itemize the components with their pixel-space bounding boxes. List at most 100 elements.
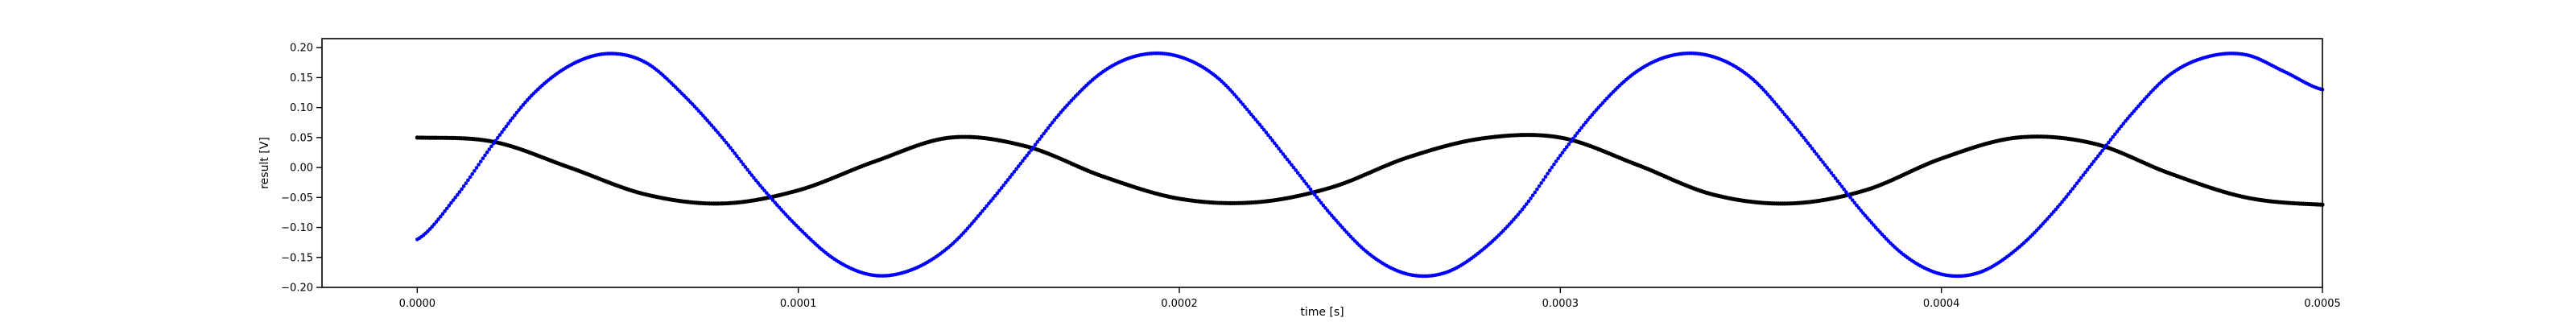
data-point (2081, 173, 2086, 177)
data-point (2108, 138, 2113, 142)
data-point (1839, 184, 1844, 189)
data-point (1021, 159, 1025, 163)
data-point (1001, 183, 1006, 188)
data-point (1241, 102, 1245, 106)
data-point (1317, 198, 1321, 202)
data-point (745, 167, 749, 172)
data-point (1550, 165, 1554, 170)
data-point (701, 114, 705, 118)
data-point (502, 127, 506, 131)
data-point (1283, 155, 1287, 159)
data-point (976, 214, 980, 218)
data-point (2095, 154, 2100, 159)
data-point (703, 116, 708, 120)
data-point (477, 163, 481, 167)
data-point (2128, 114, 2132, 118)
data-point (1569, 139, 1573, 143)
data-point (2074, 181, 2079, 186)
data-point (1791, 122, 1795, 127)
data-point (1253, 118, 1257, 122)
data-point (760, 186, 765, 190)
data-point (2102, 146, 2107, 151)
data-point (506, 122, 510, 126)
data-point (1818, 157, 1823, 162)
data-point (436, 217, 440, 221)
data-point (1321, 203, 1326, 208)
data-point (2050, 212, 2054, 217)
data-point (483, 153, 487, 158)
data-point (1581, 123, 1586, 127)
data-point (510, 116, 514, 120)
data-point (481, 156, 485, 161)
data-point (1821, 160, 1825, 164)
data-point (1814, 152, 1818, 156)
data-point (438, 214, 443, 219)
data-point (1335, 221, 1340, 225)
x-tick-label: 0.0005 (2304, 298, 2341, 310)
data-point (1512, 217, 1516, 221)
series-2 (415, 51, 2325, 279)
data-point (1567, 142, 1571, 147)
data-point (1542, 178, 1546, 182)
data-point (1238, 100, 1243, 104)
data-point (1050, 121, 1055, 125)
data-point (999, 186, 1004, 190)
data-point (2062, 197, 2066, 202)
data-point (769, 196, 773, 200)
y-axis-label: result [V] (258, 137, 271, 189)
data-point (749, 173, 754, 177)
data-point (1575, 131, 1579, 135)
data-point (493, 138, 497, 143)
data-point (1526, 199, 1531, 204)
data-point (982, 206, 987, 211)
data-point (1547, 168, 1552, 173)
data-point (1776, 105, 1781, 109)
data-point (716, 130, 720, 134)
data-point (1816, 155, 1821, 159)
data-point (473, 168, 477, 173)
data-point (1795, 127, 1800, 132)
data-point (1257, 122, 1262, 127)
series-layer (415, 51, 2325, 279)
data-point (733, 151, 737, 155)
data-point (985, 204, 989, 208)
data-point (1308, 187, 1313, 192)
data-point (1334, 218, 1338, 222)
data-point (2056, 204, 2060, 209)
data-point (2132, 109, 2136, 114)
data-point (1251, 115, 1256, 119)
data-point (724, 140, 729, 145)
data-point (1587, 115, 1592, 120)
data-point (1052, 118, 1057, 122)
data-point (753, 178, 758, 183)
data-point (1530, 193, 1535, 198)
data-point (1586, 118, 1590, 122)
data-point (1842, 187, 1846, 192)
data-point (2085, 167, 2090, 171)
data-point (1594, 108, 1599, 112)
data-point (1537, 184, 1542, 188)
data-point (1268, 135, 1273, 140)
data-point (1838, 182, 1842, 186)
data-point (713, 128, 718, 132)
x-tick-label: 0.0003 (1542, 298, 1579, 310)
data-point (1509, 220, 1514, 224)
data-point (432, 222, 436, 226)
data-point (1327, 211, 1331, 215)
data-point (1278, 149, 1283, 154)
data-point (2098, 151, 2103, 155)
data-point (1018, 161, 1023, 166)
data-point (1298, 173, 1302, 178)
data-point (758, 184, 762, 188)
data-point (1323, 206, 1327, 210)
data-point (1543, 175, 1548, 179)
data-point (2100, 148, 2104, 153)
data-point (1038, 137, 1042, 142)
data-point (1520, 207, 1525, 212)
data-point (1592, 110, 1596, 114)
data-point (762, 188, 766, 192)
data-point (1033, 142, 1038, 147)
data-point (1046, 126, 1051, 130)
data-point (1861, 211, 1865, 215)
